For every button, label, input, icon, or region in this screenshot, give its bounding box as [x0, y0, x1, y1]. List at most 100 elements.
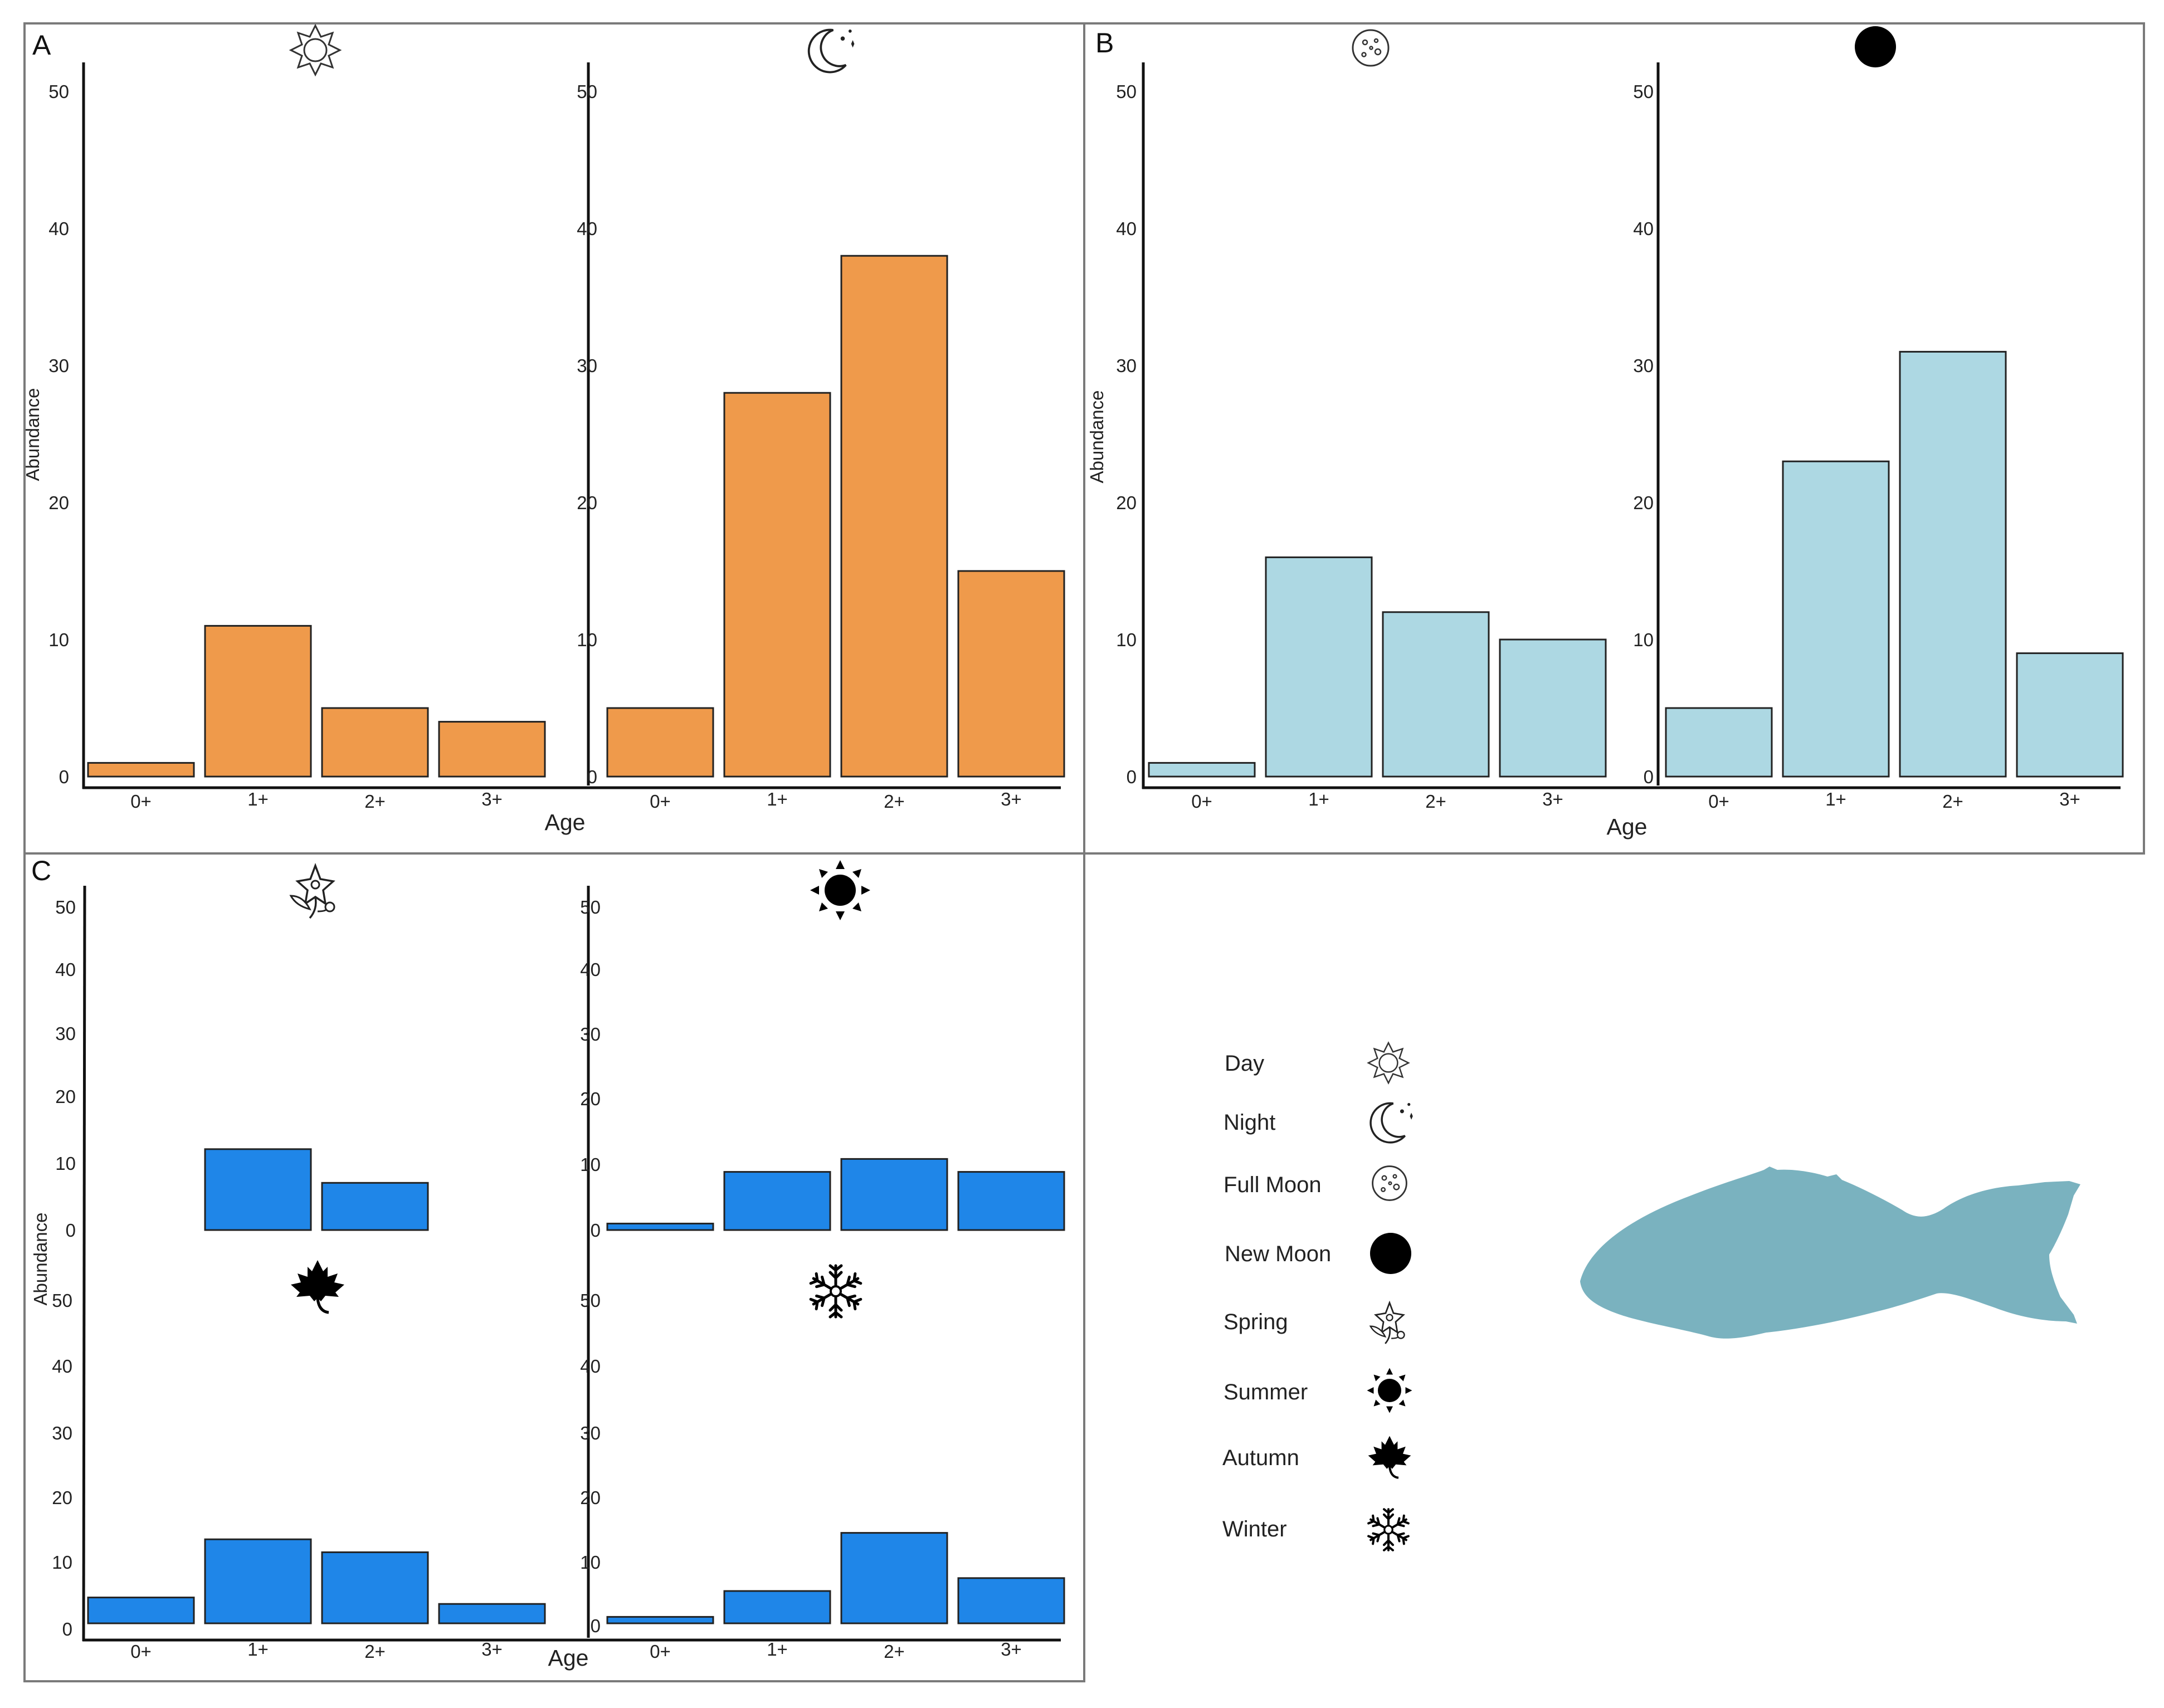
C-autumn-xtick-2+: 2+	[364, 1641, 386, 1662]
C-winter-ytick-10: 10	[580, 1552, 601, 1573]
legend-label-new-moon: New Moon	[1225, 1242, 1331, 1266]
A-night-xtick-3+: 3+	[1001, 789, 1022, 809]
C-winter-bar-1+	[723, 1590, 831, 1624]
legend-label-summer: Summer	[1224, 1380, 1308, 1404]
legend-winter-icon	[1368, 1509, 1408, 1550]
C-summer-bar-1+	[723, 1171, 831, 1231]
C-winter-bar-0+	[606, 1616, 714, 1624]
A-day-xtick-3+: 3+	[481, 789, 503, 809]
C-autumn-xtick-3+: 3+	[481, 1639, 503, 1660]
night-icon	[807, 28, 856, 74]
legend-summer-icon	[1367, 1368, 1412, 1413]
x-axis-title-c: Age	[548, 1645, 589, 1671]
B-newmoon-ytick-0: 0	[1644, 767, 1654, 787]
B-fullmoon-bar-2+	[1382, 611, 1490, 778]
legend-label-night: Night	[1224, 1110, 1275, 1135]
B-newmoon-ytick-30: 30	[1633, 355, 1654, 376]
panel-label-b: B	[1095, 27, 1114, 58]
full-moon-icon	[1352, 29, 1390, 67]
C-spring-bar-1+	[204, 1148, 312, 1231]
panel-label-a: A	[32, 30, 51, 61]
C-spring-ytick-10: 10	[55, 1153, 76, 1174]
legend-label-winter: Winter	[1222, 1517, 1287, 1541]
B-fullmoon-bar-0+	[1148, 762, 1256, 778]
B-fullmoon-xtick-3+: 3+	[1542, 789, 1563, 809]
panel-c-frame	[23, 852, 1085, 1682]
B-fullmoon-xtick-0+: 0+	[1191, 791, 1212, 812]
B-newmoon-bar-0+	[1665, 707, 1773, 778]
axis-lines	[82, 62, 2121, 1642]
A-day-bar-3+	[438, 721, 546, 778]
C-winter-xtick-0+: 0+	[650, 1641, 671, 1662]
A-night-bar-3+	[957, 570, 1065, 778]
spring-icon	[290, 865, 335, 919]
C-autumn-bar-1+	[204, 1538, 312, 1624]
B-newmoon-xtick-1+: 1+	[1825, 789, 1846, 809]
B-fullmoon-bar-3+	[1499, 638, 1607, 778]
C-autumn-xtick-1+: 1+	[247, 1639, 269, 1660]
C-winter-ytick-50: 50	[580, 1290, 601, 1311]
legend-label-full-moon: Full Moon	[1224, 1173, 1322, 1197]
A-day-ytick-40: 40	[48, 218, 69, 239]
C-summer-ytick-20: 20	[580, 1089, 601, 1109]
C-autumn-xtick-0+: 0+	[130, 1641, 152, 1662]
B-fullmoon-ytick-30: 30	[1116, 355, 1137, 376]
A-night-ytick-10: 10	[577, 629, 597, 650]
A-day-xtick-2+: 2+	[364, 791, 386, 812]
C-winter-bar-3+	[957, 1577, 1065, 1624]
A-night-xtick-2+: 2+	[884, 791, 905, 812]
C-summer-bar-3+	[957, 1171, 1065, 1231]
legend-day-icon	[1367, 1042, 1410, 1084]
C-autumn-ytick-50: 50	[52, 1290, 72, 1311]
x-axis-title-b: Age	[1607, 814, 1648, 840]
B-fullmoon-xtick-2+: 2+	[1425, 791, 1446, 812]
A-day-ytick-50: 50	[48, 81, 69, 102]
C-autumn-bar-2+	[321, 1551, 429, 1624]
legend-label-spring: Spring	[1224, 1310, 1288, 1334]
C-autumn-ytick-10: 10	[52, 1552, 72, 1573]
C-autumn-bar-3+	[438, 1603, 546, 1624]
A-night-bar-2+	[840, 255, 948, 778]
winter-icon	[811, 1266, 861, 1317]
A-day-xtick-0+: 0+	[130, 791, 152, 812]
C-winter-bar-2+	[840, 1532, 948, 1624]
A-day-ytick-0: 0	[59, 767, 69, 787]
B-newmoon-bar-1+	[1782, 460, 1890, 778]
B-newmoon-ytick-40: 40	[1633, 218, 1654, 239]
A-day-xtick-1+: 1+	[247, 789, 269, 809]
B-newmoon-xtick-2+: 2+	[1942, 791, 1963, 812]
B-fullmoon-ytick-0: 0	[1127, 767, 1137, 787]
C-autumn-bar-0+	[87, 1597, 195, 1624]
legend-label-autumn: Autumn	[1222, 1446, 1299, 1470]
C-spring-ytick-0: 0	[66, 1220, 76, 1241]
C-winter-xtick-3+: 3+	[1001, 1639, 1022, 1660]
legend-night-icon	[1369, 1102, 1414, 1144]
A-night-bar-1+	[723, 392, 831, 778]
A-day-ytick-20: 20	[48, 492, 69, 513]
B-newmoon-ytick-50: 50	[1633, 81, 1654, 102]
y-axis-title-c: Abundance	[30, 1213, 51, 1306]
legend-full-moon-icon	[1372, 1165, 1407, 1201]
C-winter-ytick-40: 40	[580, 1356, 601, 1377]
C-summer-ytick-0: 0	[591, 1220, 601, 1241]
B-newmoon-bar-2+	[1899, 350, 2007, 778]
C-summer-ytick-50: 50	[580, 897, 601, 918]
day-icon	[290, 25, 341, 76]
C-summer-bar-0+	[606, 1222, 714, 1231]
C-autumn-ytick-0: 0	[62, 1619, 72, 1639]
A-day-bar-1+	[204, 624, 312, 778]
B-fullmoon-xtick-1+: 1+	[1308, 789, 1329, 809]
y-axis-title-b: Abundance	[1086, 391, 1107, 484]
legend: Day Night Full Moon New Moon Spring Summ…	[1222, 1042, 1414, 1550]
C-spring-bar-2+	[321, 1182, 429, 1231]
C-spring-ytick-50: 50	[55, 897, 76, 918]
C-spring-ytick-40: 40	[55, 959, 76, 980]
panel-label-c: C	[31, 855, 51, 886]
legend-label-day: Day	[1225, 1051, 1264, 1076]
A-day-bar-2+	[321, 707, 429, 778]
B-newmoon-xtick-0+: 0+	[1708, 791, 1729, 812]
A-night-ytick-0: 0	[587, 767, 597, 787]
legend-autumn-icon	[1368, 1436, 1411, 1478]
A-night-ytick-30: 30	[577, 355, 597, 376]
